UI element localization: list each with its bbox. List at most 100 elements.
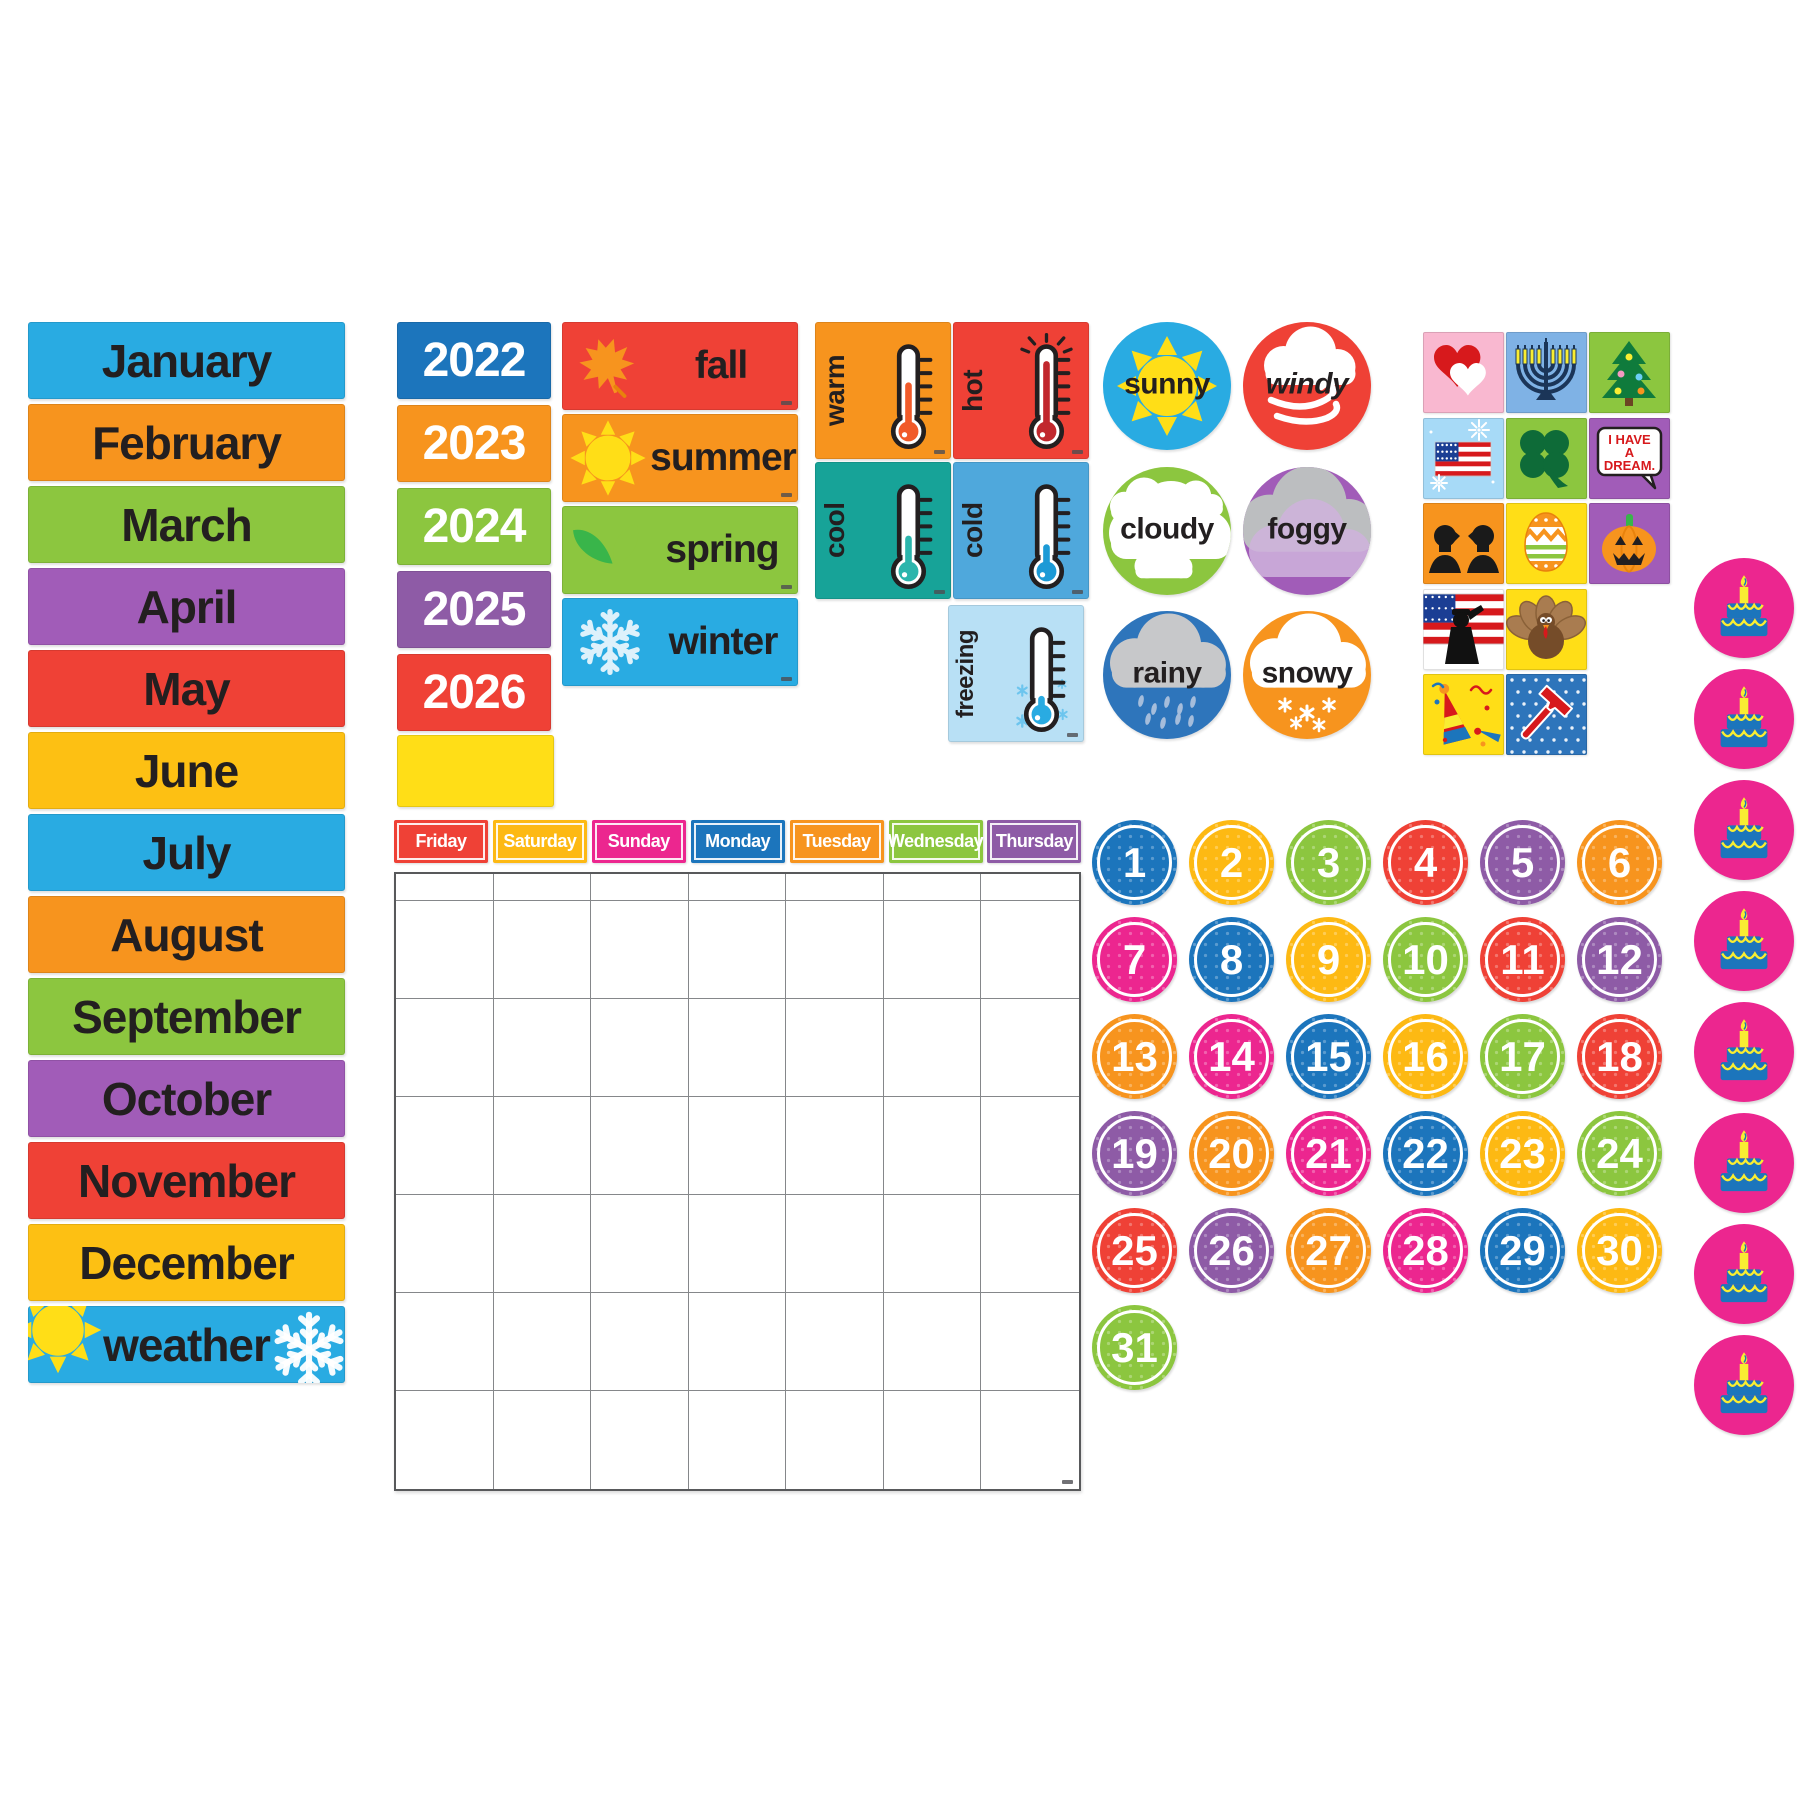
- birthday-cake-circle: [1694, 1224, 1794, 1324]
- calendar-cell: [591, 1097, 689, 1195]
- thermometer-icon: [890, 344, 933, 449]
- calendar-cell: [786, 1391, 884, 1489]
- date-number-circle-6: 6: [1577, 820, 1662, 905]
- thanksgiving-turkey-icon: [1506, 595, 1587, 659]
- date-number-circle-29: 29: [1480, 1208, 1565, 1293]
- calendar-cell: [981, 1293, 1079, 1391]
- birthday-cake-circle: [1694, 1335, 1794, 1435]
- temperature-card-warm: warm: [815, 322, 951, 459]
- date-number: 11: [1500, 935, 1545, 983]
- year-card-2022: 2022: [397, 322, 551, 399]
- svg-text:DREAM.: DREAM.: [1604, 458, 1655, 473]
- holiday-card-halloween-pumpkin: [1589, 503, 1670, 585]
- month-label: December: [79, 1236, 294, 1289]
- holiday-card-christmas-tree: [1589, 332, 1670, 413]
- date-number-circle-1: 1: [1092, 820, 1177, 905]
- year-label: 2026: [422, 666, 527, 719]
- brand-mark: [1067, 733, 1078, 737]
- calendar-cell: [688, 901, 787, 999]
- number-ring: [1388, 1019, 1463, 1094]
- calendar-cell: [396, 999, 494, 1097]
- calendar-cell: [688, 999, 787, 1097]
- calendar-cell: [591, 901, 689, 999]
- month-label: June: [134, 744, 239, 797]
- holiday-card-thanksgiving-turkey: [1506, 588, 1587, 670]
- month-strip-july: July: [28, 814, 345, 891]
- brand-mark: [781, 401, 792, 405]
- brand-mark: [1354, 441, 1365, 445]
- svg-text:I HAVE: I HAVE: [1608, 432, 1651, 447]
- calendar-cell: [981, 874, 1079, 901]
- number-ring: [1388, 1116, 1463, 1191]
- month-strip-january: January: [28, 322, 345, 399]
- brand-mark: [781, 677, 792, 681]
- weather-circle-foggy: foggy: [1243, 467, 1371, 595]
- calendar-cell: [883, 1293, 982, 1391]
- temperature-card-cool: cool: [815, 462, 951, 599]
- birthday-cake-icon: [1720, 1352, 1768, 1414]
- brand-mark: [1354, 730, 1365, 734]
- svg-text:A: A: [1625, 445, 1635, 460]
- weather-circle-windy: windy: [1243, 322, 1371, 450]
- date-number-circle-17: 17: [1480, 1014, 1565, 1099]
- date-number: 25: [1111, 1226, 1158, 1274]
- date-number: 29: [1499, 1226, 1546, 1274]
- calendar-cell: [688, 1391, 787, 1489]
- date-number: 15: [1305, 1032, 1352, 1080]
- calendar-cell: [591, 1195, 689, 1293]
- veterans-day-soldier-flag-icon: [1423, 593, 1504, 664]
- month-strip-march: March: [28, 486, 345, 563]
- weather-circle-label: foggy: [1267, 512, 1347, 546]
- date-number-circle-26: 26: [1189, 1208, 1274, 1293]
- calendar-cell: [688, 874, 787, 901]
- season-label: summer: [650, 436, 797, 479]
- calendar-cell: [396, 874, 494, 901]
- calendar-cell: [883, 1097, 982, 1195]
- birthday-cake-icon: [1720, 1241, 1768, 1303]
- date-number-circle-4: 4: [1383, 820, 1468, 905]
- calendar-cell: [493, 901, 592, 999]
- holiday-card-hanukkah-menorah: [1506, 332, 1587, 413]
- number-ring: [1194, 825, 1269, 900]
- date-number: 16: [1402, 1032, 1449, 1080]
- halloween-pumpkin-icon: [1602, 514, 1656, 574]
- year-card-2024: 2024: [397, 488, 551, 565]
- month-label: September: [72, 990, 302, 1043]
- date-number: 20: [1208, 1129, 1255, 1177]
- date-number: 18: [1596, 1032, 1643, 1080]
- date-number: 28: [1402, 1226, 1449, 1274]
- number-ring: [1291, 1116, 1366, 1191]
- holiday-card-valentines-day-hearts: [1423, 332, 1504, 413]
- date-number-circle-7: 7: [1092, 917, 1177, 1002]
- date-number-circle-16: 16: [1383, 1014, 1468, 1099]
- new-years-party-hat-icon: [1431, 682, 1501, 747]
- hanukkah-menorah-icon: [1515, 338, 1577, 400]
- day-header-monday: Monday: [690, 820, 785, 863]
- calendar-cell: [493, 999, 592, 1097]
- calendar-cell: [493, 1097, 592, 1195]
- brand-mark: [1072, 450, 1083, 454]
- calendar-cell: [591, 1293, 689, 1391]
- rain-cloud-icon: [1110, 613, 1226, 729]
- calendar-cell: [493, 1293, 592, 1391]
- brand-mark: [934, 450, 945, 454]
- number-ring: [1097, 1310, 1172, 1385]
- thermometer-icon: [1020, 333, 1073, 449]
- day-header-friday: Friday: [394, 820, 488, 863]
- weather-circle-sunny: sunny: [1103, 322, 1231, 450]
- month-label: April: [136, 580, 238, 633]
- date-number: 24: [1596, 1129, 1643, 1177]
- year-label: 2023: [422, 417, 527, 470]
- calendar-cell: [786, 901, 884, 999]
- birthday-cake-circle: [1694, 1002, 1794, 1102]
- date-number: 8: [1219, 935, 1244, 983]
- calendar-cell: [688, 1097, 787, 1195]
- birthday-cake-icon: [1720, 1130, 1768, 1192]
- month-label: July: [142, 826, 231, 879]
- date-number-circle-31: 31: [1092, 1305, 1177, 1390]
- calendar-cell: [786, 1097, 884, 1195]
- holiday-card-presidents-day-silhouettes: [1423, 503, 1504, 585]
- blank-year-card: [397, 735, 554, 807]
- wind-cloud-icon: [1264, 326, 1356, 425]
- fog-cloud-icon: [1243, 467, 1371, 577]
